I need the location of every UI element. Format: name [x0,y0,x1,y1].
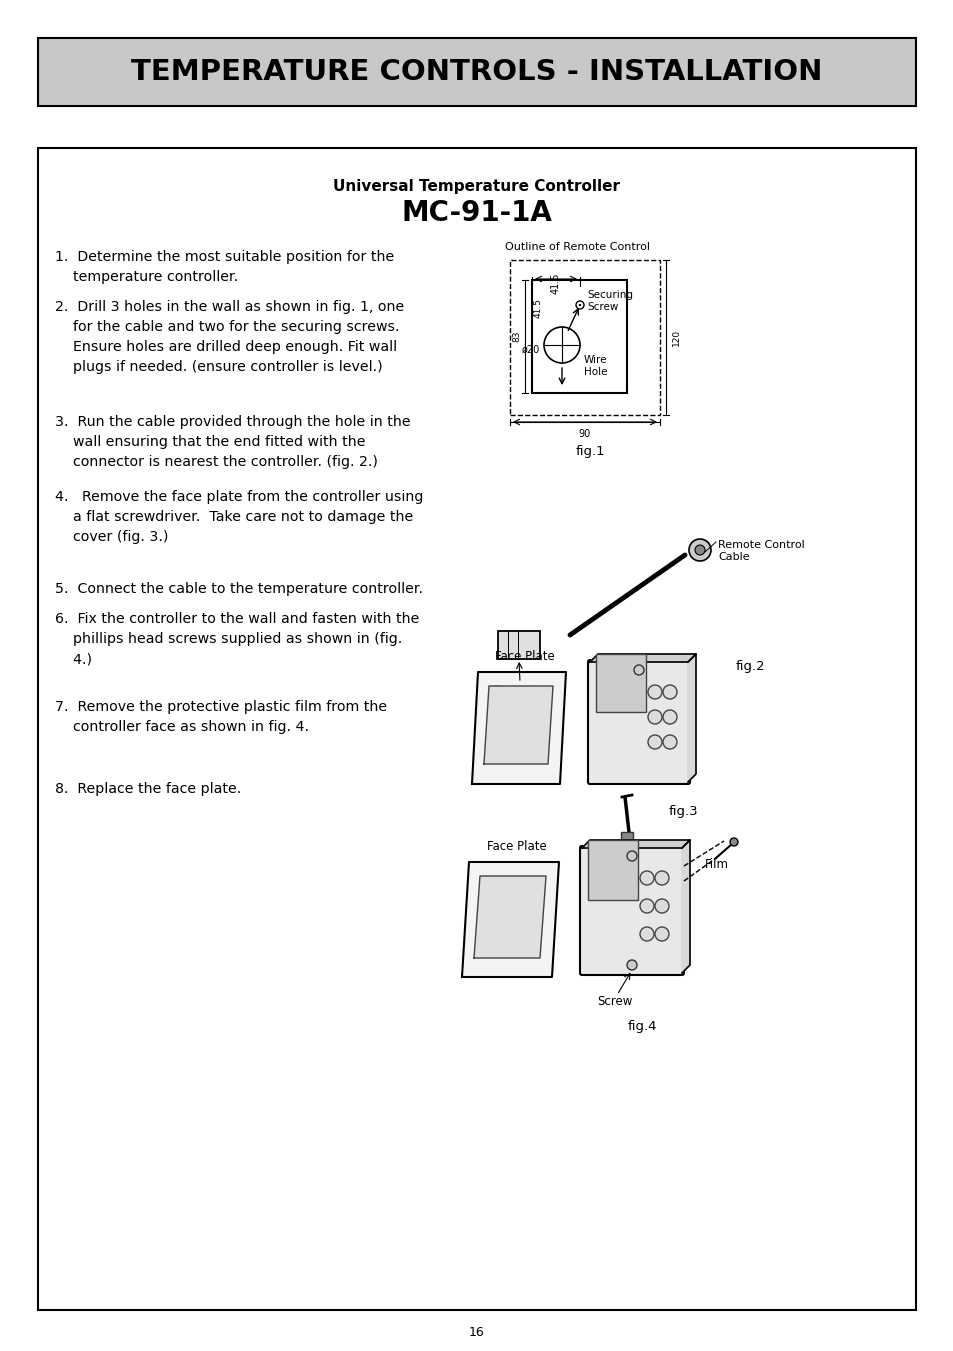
Text: 120: 120 [671,328,679,346]
Polygon shape [581,840,689,848]
Circle shape [662,685,677,698]
Circle shape [695,544,704,555]
Text: fig.4: fig.4 [626,1020,656,1034]
Text: Face Plate: Face Plate [486,840,546,852]
Bar [38,38,915,105]
FancyBboxPatch shape [579,846,683,975]
Circle shape [626,851,637,861]
Text: 7.  Remove the protective plastic film from the
    controller face as shown in : 7. Remove the protective plastic film fr… [55,700,387,734]
Circle shape [626,961,637,970]
Polygon shape [472,671,565,784]
Text: MC-91-1A: MC-91-1A [401,199,552,227]
Circle shape [655,898,668,913]
Text: Face Plate: Face Plate [495,650,554,663]
Bar [497,631,539,659]
Text: 16: 16 [469,1325,484,1339]
Circle shape [639,927,654,942]
Text: Screw: Screw [597,994,632,1008]
Text: 6.  Fix the controller to the wall and fasten with the
    phillips head screws : 6. Fix the controller to the wall and fa… [55,612,419,666]
Text: 8.  Replace the face plate.: 8. Replace the face plate. [55,782,241,796]
Bar [587,840,638,900]
Polygon shape [461,862,558,977]
Circle shape [639,871,654,885]
Polygon shape [589,654,696,662]
Bar [620,832,633,847]
Polygon shape [474,875,545,958]
Text: 90: 90 [578,430,591,439]
Text: Wire
Hole: Wire Hole [583,355,607,377]
Text: 41.5: 41.5 [551,272,560,293]
Bar [532,280,626,393]
Polygon shape [681,840,689,973]
Circle shape [647,711,661,724]
Text: 3.  Run the cable provided through the hole in the
    wall ensuring that the en: 3. Run the cable provided through the ho… [55,415,410,469]
Circle shape [662,711,677,724]
Text: Film: Film [704,858,728,870]
Circle shape [578,304,580,307]
Text: 41.5: 41.5 [533,299,542,317]
Text: Outline of Remote Control: Outline of Remote Control [504,242,649,253]
Text: fig.3: fig.3 [667,805,697,817]
Text: TEMPERATURE CONTROLS - INSTALLATION: TEMPERATURE CONTROLS - INSTALLATION [132,58,821,86]
Polygon shape [483,686,553,765]
Text: 2.  Drill 3 holes in the wall as shown in fig. 1, one
    for the cable and two : 2. Drill 3 holes in the wall as shown in… [55,300,404,374]
Text: 4.   Remove the face plate from the controller using
    a flat screwdriver.  Ta: 4. Remove the face plate from the contro… [55,490,423,544]
Circle shape [688,539,710,561]
Text: fig.1: fig.1 [575,444,604,458]
Bar [510,259,659,415]
Bar [38,149,915,1310]
Text: fig.2: fig.2 [735,661,764,673]
Polygon shape [687,654,696,782]
Text: 83: 83 [512,331,521,342]
Text: Connector: Connector [491,685,548,694]
Circle shape [729,838,738,846]
Circle shape [647,685,661,698]
Circle shape [647,735,661,748]
Bar [596,654,645,712]
Circle shape [639,898,654,913]
Circle shape [634,665,643,676]
Text: 5.  Connect the cable to the temperature controller.: 5. Connect the cable to the temperature … [55,582,422,596]
Text: 1.  Determine the most suitable position for the
    temperature controller.: 1. Determine the most suitable position … [55,250,394,284]
Text: Securing
Screw: Securing Screw [586,290,633,312]
Circle shape [655,927,668,942]
Circle shape [655,871,668,885]
Circle shape [662,735,677,748]
FancyBboxPatch shape [587,661,689,784]
Text: ø20: ø20 [521,345,539,355]
Text: Universal Temperature Controller: Universal Temperature Controller [334,178,619,193]
Text: Remote Control
Cable: Remote Control Cable [718,540,804,562]
